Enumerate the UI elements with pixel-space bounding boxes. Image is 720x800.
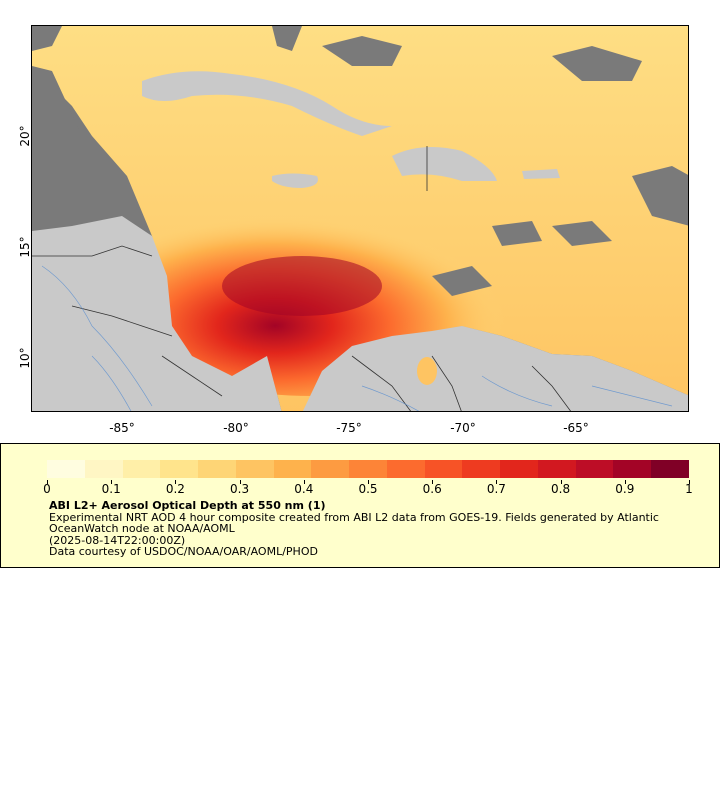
colorbar-swatch	[349, 460, 387, 478]
colorbar-tick-mark	[47, 480, 48, 484]
aod-core	[222, 256, 382, 316]
colorbar-tick-label: 0.1	[101, 482, 121, 496]
colorbar-swatch	[537, 460, 576, 478]
colorbar-swatch	[273, 460, 312, 478]
colorbar-swatch	[84, 460, 123, 478]
yucatan	[32, 66, 132, 231]
colorbar-tick-mark	[175, 480, 177, 484]
colorbar-tick-mark	[303, 480, 305, 484]
colorbar-swatch	[651, 460, 690, 478]
colorbar-tick-label: 0.3	[230, 482, 250, 496]
x-tick-label: -80°	[223, 421, 249, 435]
x-tick-label: -75°	[336, 421, 362, 435]
rivers	[41, 265, 673, 411]
lake-maracaibo	[417, 357, 437, 385]
colorbar-tick-mark	[239, 480, 241, 484]
colorbar-tick-label: 0.5	[358, 482, 378, 496]
colorbar-swatch	[386, 460, 425, 478]
legend-text: ABI L2+ Aerosol Optical Depth at 550 nm …	[49, 500, 689, 558]
cloud-gaps	[32, 26, 688, 296]
colorbar-swatch	[235, 460, 274, 478]
colorbar-tick-label: 1	[685, 482, 693, 496]
colorbar-tick-label: 0.8	[551, 482, 571, 496]
legend-panel: ABI L2+ Aerosol Optical Depth at 550 nm …	[0, 443, 720, 568]
colorbar-swatch	[462, 460, 501, 478]
aod-map[interactable]	[31, 25, 689, 412]
colorbar-tick-label: 0	[43, 482, 51, 496]
colorbar-swatch	[311, 460, 350, 478]
colorbar-swatch	[198, 460, 236, 478]
colorbar-tick-label: 0.2	[165, 482, 185, 496]
y-tick-label: 15°	[18, 236, 32, 258]
south-america	[302, 326, 688, 411]
colorbar-swatch	[613, 460, 652, 478]
x-tick-label: -70°	[450, 421, 476, 435]
x-tick-label: -65°	[563, 421, 589, 435]
puerto-rico	[522, 169, 560, 179]
legend-title: ABI L2+ Aerosol Optical Depth at 550 nm …	[49, 499, 326, 512]
colorbar-swatch	[47, 460, 85, 478]
cuba	[142, 71, 392, 136]
hispaniola	[392, 147, 497, 181]
jamaica	[272, 173, 318, 188]
colorbar-tick-mark	[624, 480, 626, 484]
central-america	[32, 216, 282, 411]
colorbar-tick-mark	[496, 480, 498, 484]
y-tick-label: 10°	[18, 347, 32, 369]
colorbar-swatch	[424, 460, 463, 478]
colorbar-swatch	[500, 460, 538, 478]
colorbar-swatch	[160, 460, 199, 478]
colorbar-tick-mark	[689, 480, 690, 484]
map-canvas	[32, 26, 688, 411]
y-tick-label: 20°	[18, 125, 32, 147]
colorbar	[47, 460, 690, 478]
legend-credit: Data courtesy of USDOC/NOAA/OAR/AOML/PHO…	[49, 545, 318, 558]
colorbar-tick-mark	[111, 480, 113, 484]
colorbar-swatch	[122, 460, 161, 478]
colorbar-tick-label: 0.6	[422, 482, 442, 496]
legend-description: Experimental NRT AOD 4 hour composite cr…	[49, 510, 659, 535]
legend-timestamp: (2025-08-14T22:00:00Z)	[49, 533, 186, 547]
colorbar-swatch	[575, 460, 614, 478]
colorbar-tick-mark	[432, 480, 434, 484]
colorbar-tick-label: 0.7	[486, 482, 506, 496]
country-borders	[32, 146, 572, 411]
colorbar-tick-label: 0.9	[615, 482, 635, 496]
x-tick-label: -85°	[109, 421, 135, 435]
colorbar-tick-mark	[368, 480, 369, 484]
colorbar-tick-label: 0.4	[294, 482, 314, 496]
colorbar-tick-mark	[560, 480, 562, 484]
